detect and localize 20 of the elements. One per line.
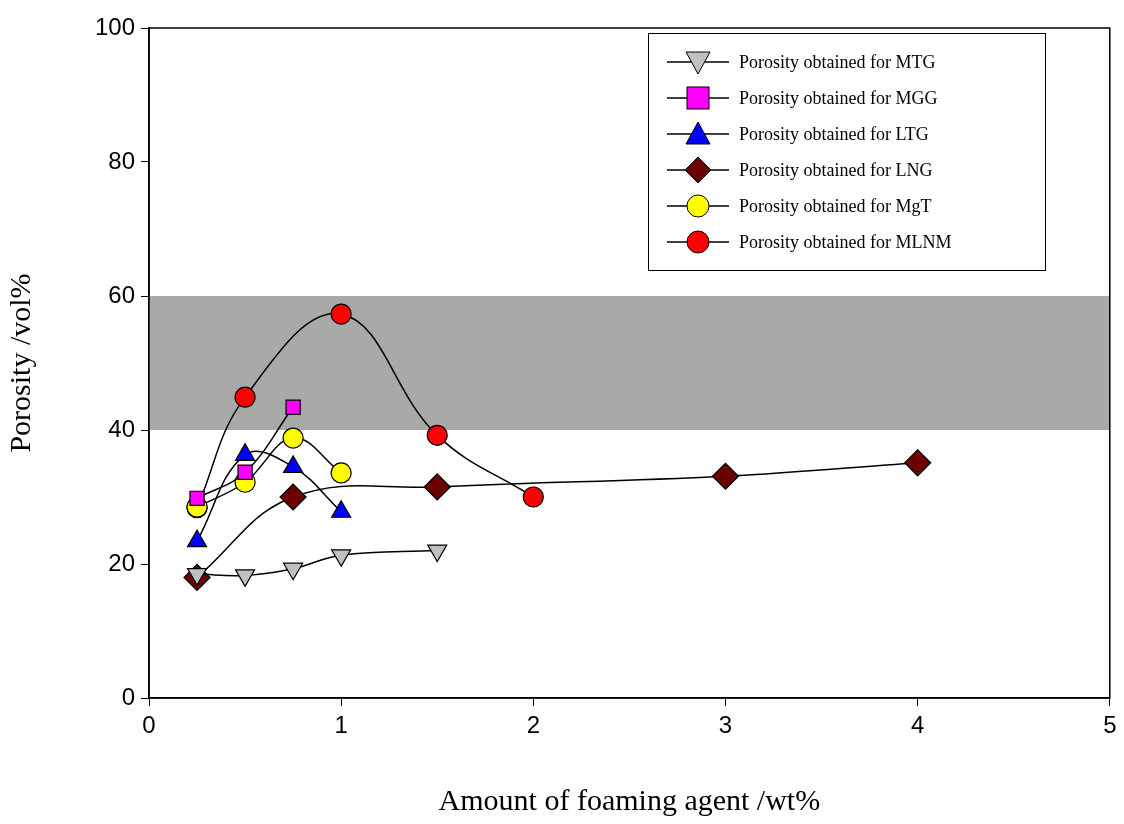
legend-label: Porosity obtained for MgT bbox=[739, 195, 932, 217]
legend-label: Porosity obtained for MGG bbox=[739, 87, 938, 109]
legend-label: Porosity obtained for LTG bbox=[739, 123, 929, 145]
y-tick-label: 60 bbox=[108, 280, 135, 308]
x-tick-label: 5 bbox=[1103, 711, 1117, 739]
x-tick-label: 3 bbox=[718, 711, 733, 739]
x-axis-title: Amount of foaming agent /wt% bbox=[438, 782, 821, 816]
y-tick-label: 100 bbox=[94, 12, 135, 40]
y-tick-label: 0 bbox=[121, 682, 135, 710]
y-tick-label: 40 bbox=[108, 414, 135, 442]
x-tick-label: 1 bbox=[334, 711, 348, 739]
y-tick-label: 80 bbox=[108, 146, 135, 174]
x-tick-label: 4 bbox=[910, 711, 925, 739]
x-tick-label: 0 bbox=[142, 711, 156, 739]
y-axis-title: Porosity /vol% bbox=[2, 273, 36, 453]
legend-label: Porosity obtained for MTG bbox=[739, 51, 936, 73]
y-tick-label: 20 bbox=[108, 548, 135, 576]
legend-label: Porosity obtained for LNG bbox=[739, 159, 933, 181]
x-tick-label: 2 bbox=[526, 711, 540, 739]
legend-label: Porosity obtained for MLNM bbox=[739, 231, 952, 253]
